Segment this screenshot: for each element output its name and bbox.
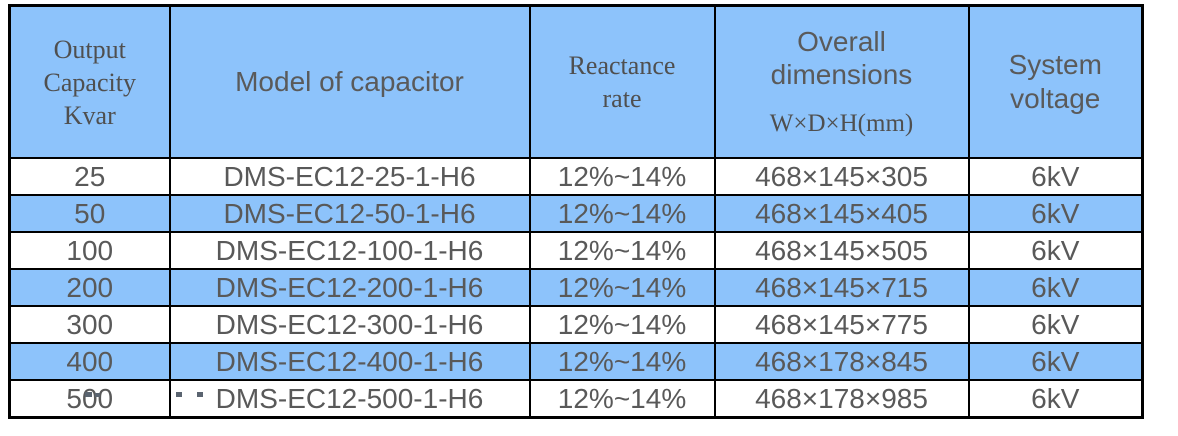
- cut-off-text-fragment: [176, 392, 182, 397]
- col-header-system-voltage: System voltage: [967, 4, 1144, 159]
- cell-dimensions: 468×178×985: [713, 379, 970, 419]
- table-row: 200 DMS-EC12-200-1-H6 12%~14% 468×145×71…: [8, 268, 1144, 307]
- cell-dimensions: 468×145×505: [713, 231, 970, 270]
- cut-off-text-fragment: [197, 392, 203, 397]
- cell-dimensions: 468×145×775: [713, 305, 970, 344]
- cell-reactance: 12%~14%: [528, 305, 716, 344]
- cell-dimensions: 468×145×405: [713, 194, 970, 233]
- col-header-output-capacity: Output Capacity Kvar: [8, 4, 171, 159]
- cell-voltage: 6kV: [967, 342, 1144, 381]
- cell-reactance: 12%~14%: [528, 342, 716, 381]
- table-row: 400 DMS-EC12-400-1-H6 12%~14% 468×178×84…: [8, 342, 1144, 381]
- cell-model: DMS-EC12-500-1-H6: [168, 379, 531, 419]
- header-row: Output Capacity Kvar Model of capacitor …: [8, 4, 1144, 159]
- cell-reactance: 12%~14%: [528, 157, 716, 196]
- cut-off-text-fragment: [95, 393, 100, 397]
- cell-dimensions: 468×145×715: [713, 268, 970, 307]
- cut-off-text-fragment: [85, 392, 92, 397]
- cell-capacity: 100: [8, 231, 171, 270]
- cell-dimensions: 468×178×845: [713, 342, 970, 381]
- cell-model: DMS-EC12-100-1-H6: [168, 231, 531, 270]
- cell-voltage: 6kV: [967, 305, 1144, 344]
- cell-capacity: 400: [8, 342, 171, 381]
- cell-capacity: 50: [8, 194, 171, 233]
- cell-capacity: 25: [8, 157, 171, 196]
- cell-model: DMS-EC12-400-1-H6: [168, 342, 531, 381]
- cell-voltage: 6kV: [967, 268, 1144, 307]
- dimensions-unit: W×D×H(mm): [769, 110, 914, 137]
- cell-model: DMS-EC12-50-1-H6: [168, 194, 531, 233]
- cell-reactance: 12%~14%: [528, 379, 716, 419]
- table-row: 300 DMS-EC12-300-1-H6 12%~14% 468×145×77…: [8, 305, 1144, 344]
- cell-capacity: 300: [8, 305, 171, 344]
- cell-dimensions: 468×145×305: [713, 157, 970, 196]
- cell-reactance: 12%~14%: [528, 194, 716, 233]
- cell-model: DMS-EC12-25-1-H6: [168, 157, 531, 196]
- cell-capacity: 200: [8, 268, 171, 307]
- cell-voltage: 6kV: [967, 231, 1144, 270]
- table-row: 25 DMS-EC12-25-1-H6 12%~14% 468×145×305 …: [8, 157, 1144, 196]
- cell-capacity: 500: [8, 379, 171, 419]
- capacitor-spec-table: Output Capacity Kvar Model of capacitor …: [8, 4, 1144, 419]
- col-header-reactance-rate: Reactance rate: [528, 4, 716, 159]
- cell-voltage: 6kV: [967, 194, 1144, 233]
- table-row: 500 DMS-EC12-500-1-H6 12%~14% 468×178×98…: [8, 379, 1144, 419]
- cell-voltage: 6kV: [967, 157, 1144, 196]
- cell-model: DMS-EC12-200-1-H6: [168, 268, 531, 307]
- col-header-overall-dimensions: Overall dimensions W×D×H(mm): [713, 4, 970, 159]
- table-row: 100 DMS-EC12-100-1-H6 12%~14% 468×145×50…: [8, 231, 1144, 270]
- cell-reactance: 12%~14%: [528, 231, 716, 270]
- dimensions-title: Overall dimensions: [770, 26, 913, 90]
- col-header-model: Model of capacitor: [168, 4, 531, 159]
- table-row: 50 DMS-EC12-50-1-H6 12%~14% 468×145×405 …: [8, 194, 1144, 233]
- cell-reactance: 12%~14%: [528, 268, 716, 307]
- cell-voltage: 6kV: [967, 379, 1144, 419]
- cell-model: DMS-EC12-300-1-H6: [168, 305, 531, 344]
